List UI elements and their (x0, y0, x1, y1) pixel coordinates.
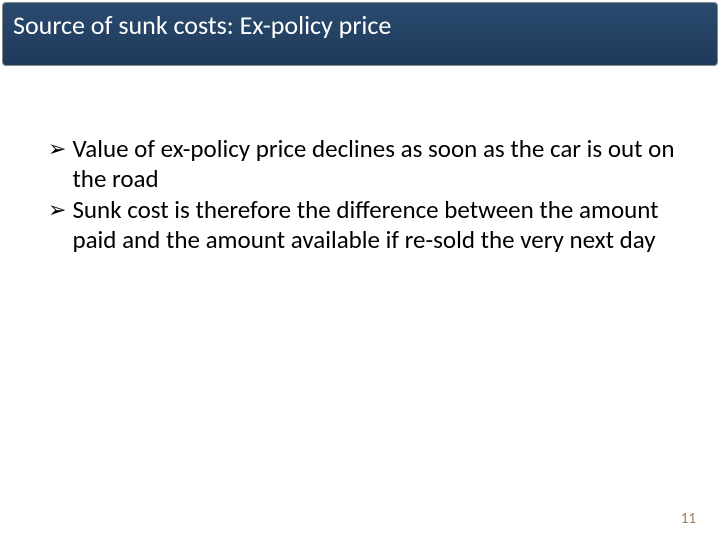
bullet-text: Value of ex-policy price declines as soo… (72, 134, 680, 193)
bullet-text: Sunk cost is therefore the difference be… (72, 195, 680, 254)
page-number-value: 11 (681, 510, 696, 528)
slide-title: Source of sunk costs: Ex-policy price (13, 9, 391, 41)
bullet-marker-icon: ➢ (48, 136, 66, 162)
content-area: ➢ Value of ex-policy price declines as s… (0, 66, 720, 254)
page-number: 11 (681, 510, 696, 528)
bullet-marker-icon: ➢ (48, 197, 66, 223)
title-bar: Source of sunk costs: Ex-policy price (2, 2, 718, 66)
list-item: ➢ Sunk cost is therefore the difference … (48, 195, 680, 254)
list-item: ➢ Value of ex-policy price declines as s… (48, 134, 680, 193)
